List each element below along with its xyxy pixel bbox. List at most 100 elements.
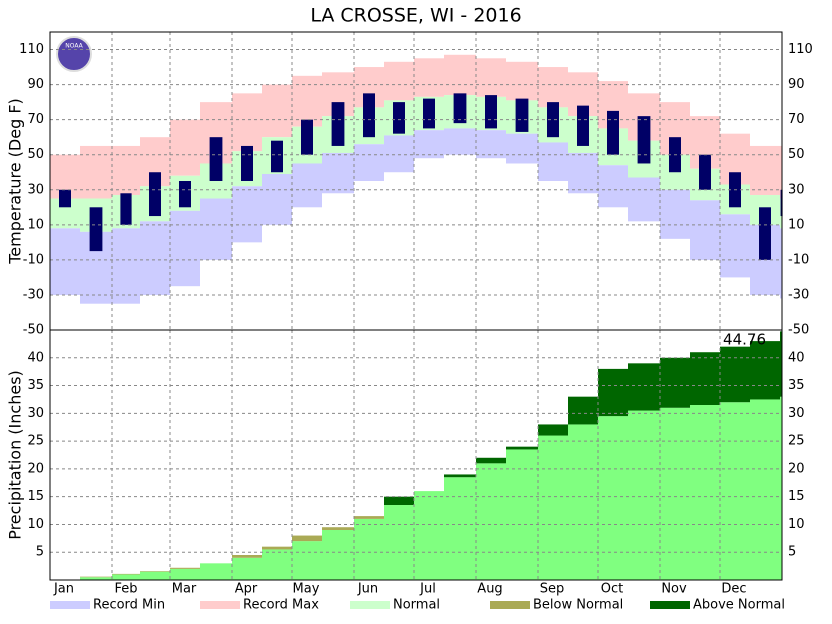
x-tick-label: Apr [235,582,258,597]
range-bar [476,58,506,97]
y-tick-label: 35 [27,378,44,393]
x-tick-label: May [293,582,320,597]
above-normal-bar [628,363,661,411]
range-bar [444,54,476,96]
range-bar [628,177,660,222]
normal-precip-bar [354,518,385,580]
y-tick-label: 90 [27,77,44,92]
range-bar [598,165,628,208]
x-tick-label: Oct [601,582,623,597]
y-tick-label: -50 [23,323,44,338]
normal-precip-bar [660,407,691,580]
range-bar [292,163,322,208]
normal-precip-bar [80,577,113,580]
legend-swatch [350,601,390,609]
actual-temp-bar [179,181,191,208]
plot-frame [49,329,783,581]
below-normal-bar [170,567,201,569]
normal-precip-bar [262,549,293,580]
range-bar [414,58,444,97]
actual-temp-bar [120,193,132,225]
actual-temp-bar [59,189,71,208]
normal-precip-bar [140,571,171,580]
range-bar [322,152,354,194]
y-tick-label-right: 15 [788,489,805,504]
y-tick-label-right: 70 [788,112,805,127]
range-bar [780,228,782,299]
y-tick-label: 40 [27,350,44,365]
above-normal-bar [720,346,751,403]
above-normal-bar [384,496,415,505]
range-bar [80,145,112,199]
legend-label: Record Max [243,598,319,613]
actual-temp-bar [149,172,161,217]
legend-label: Above Normal [693,598,785,613]
range-bar [262,173,292,225]
x-tick-label: Sep [540,582,565,597]
y-tick-label: 10 [27,217,44,232]
actual-temp-bar [331,102,345,146]
range-bar [780,145,782,199]
range-bar [170,119,200,176]
actual-temp-bar [699,154,711,190]
above-normal-bar [750,341,781,400]
y-tick-label-right: 25 [788,434,805,449]
range-bar [538,67,568,108]
range-bar [170,210,200,287]
y-tick-label-right: 110 [788,42,813,57]
x-tick-label: Aug [477,582,502,597]
y-tick-label: 15 [27,489,44,504]
x-tick-label: Feb [114,582,137,597]
above-normal-bar [598,368,629,417]
below-normal-bar [292,535,323,542]
range-bar [720,214,750,278]
normal-precip-bar [750,399,781,580]
legend-swatch [50,601,90,609]
actual-temp-bar [453,93,467,124]
y-tick-label: 30 [27,406,44,421]
normal-precip-bar [568,424,599,580]
y-tick-label-right: 30 [788,406,805,421]
y-tick-label-right: 20 [788,461,805,476]
actual-temp-bar [363,93,375,138]
y-tick-label: 110 [19,42,44,57]
normal-precip-bar [232,557,263,580]
normal-precip-bar [414,491,445,580]
y-tick-label-right: 5 [788,545,796,560]
above-normal-bar [476,457,507,464]
legend-label: Normal [393,598,440,613]
range-bar [200,198,232,260]
above-normal-bar [538,424,569,436]
x-tick-label: Mar [172,582,197,597]
actual-temp-bar [241,145,253,181]
range-bar [232,186,262,243]
range-bar [112,228,140,304]
below-normal-bar [232,555,263,558]
legend-label: Record Min [93,598,165,613]
actual-temp-bar [89,207,103,252]
plots [50,54,783,580]
normal-precip-bar [476,463,507,580]
x-tick-label: Jun [357,582,378,597]
actual-temp-bar [607,110,619,155]
below-normal-bar [262,546,293,550]
logo [56,36,92,72]
legend-swatch [490,601,530,609]
y-tick-label: 5 [36,545,44,560]
y-tick-label: -10 [23,252,44,267]
range-bar [444,128,476,155]
x-tick-label: Jul [419,582,436,597]
normal-precip-bar [690,405,721,580]
x-tick-label: Nov [661,582,687,597]
normal-precip-bar [322,530,355,580]
annotation: 44.76 [723,331,766,349]
range-bar [140,221,170,295]
y-tick-label: 20 [27,461,44,476]
range-bar [384,61,414,101]
y-tick-label: -30 [23,287,44,302]
above-normal-bar [660,357,691,408]
above-normal-bar [444,474,477,478]
normal-precip-bar [444,477,477,580]
y-tick-label-right: -30 [788,287,809,302]
